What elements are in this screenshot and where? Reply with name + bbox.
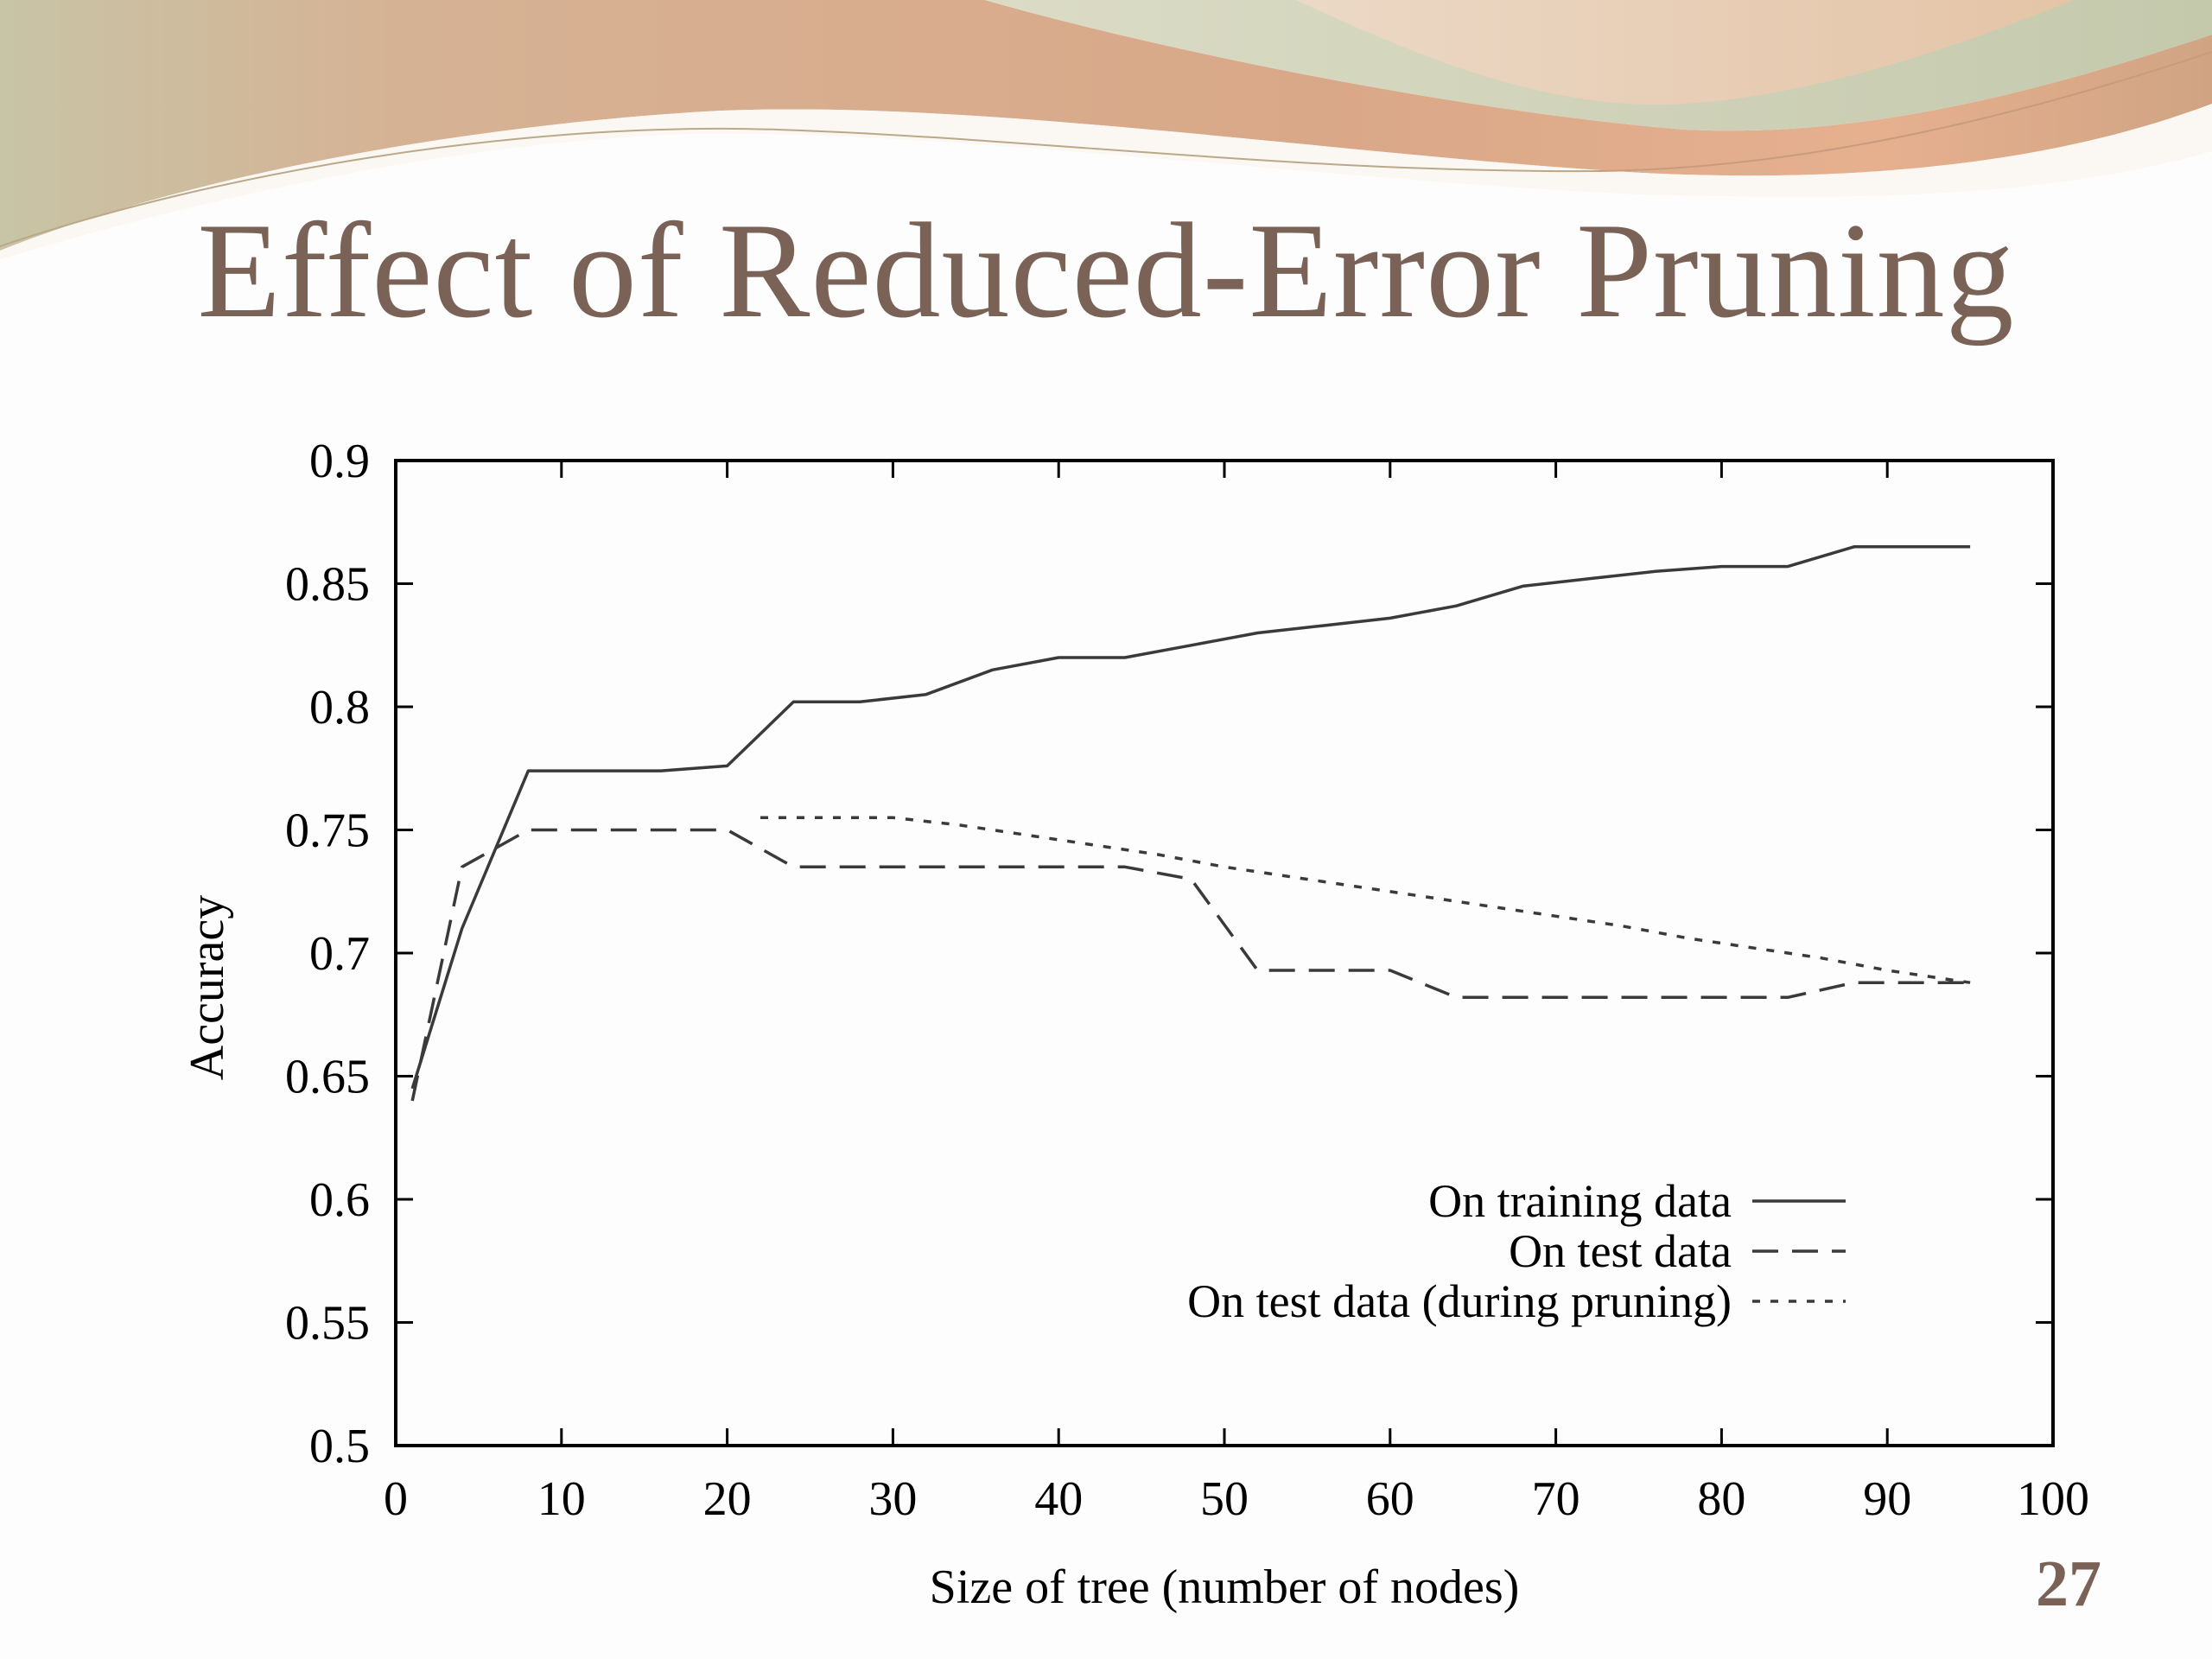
series-line-2 — [410, 828, 1971, 1102]
y-tick-label: 0.55 — [285, 1297, 370, 1351]
x-tick-label: 80 — [1697, 1472, 1745, 1526]
x-tick-label: 0 — [384, 1472, 408, 1526]
x-tick-label: 100 — [2017, 1472, 2089, 1526]
y-tick-label: 0.8 — [309, 681, 370, 734]
x-tick-label: 20 — [703, 1472, 752, 1526]
y-tick-label: 0.7 — [309, 927, 370, 981]
decor-white-swoosh — [0, 104, 2212, 259]
x-tick-label: 50 — [1200, 1472, 1249, 1526]
y-tick-label: 0.75 — [285, 804, 370, 858]
y-tick-label: 0.85 — [285, 558, 370, 612]
x-tick-label: 90 — [1863, 1472, 1911, 1526]
x-tick-label: 10 — [537, 1472, 586, 1526]
slide-title: Effect of Reduced-Error Pruning — [197, 195, 2015, 346]
y-tick-label: 0.9 — [309, 435, 370, 488]
decor-thin-line-2 — [1598, 51, 2212, 172]
legend-label-2: On test data — [1509, 1225, 1732, 1277]
x-tick-label: 70 — [1532, 1472, 1580, 1526]
x-tick-label: 30 — [868, 1472, 917, 1526]
legend-label-1: On training data — [1428, 1175, 1732, 1227]
decor-main-band — [0, 0, 2212, 251]
x-tick-label: 60 — [1366, 1472, 1414, 1526]
series-line-3 — [760, 816, 1971, 984]
y-tick-label: 0.5 — [309, 1420, 370, 1473]
y-tick-label: 0.6 — [309, 1173, 370, 1227]
x-tick-label: 40 — [1034, 1472, 1083, 1526]
y-tick-label: 0.65 — [285, 1051, 370, 1104]
y-axis-title: Accuracy — [181, 895, 234, 1081]
decor-thin-line-1 — [0, 127, 1599, 247]
x-axis-title: Size of tree (number of nodes) — [930, 1560, 1520, 1614]
legend-label-3: On test data (during pruning) — [1187, 1275, 1732, 1327]
page-number: 27 — [2036, 1548, 2101, 1620]
decor-peach-band — [1296, 0, 2074, 105]
series-line-1 — [410, 545, 1971, 1090]
